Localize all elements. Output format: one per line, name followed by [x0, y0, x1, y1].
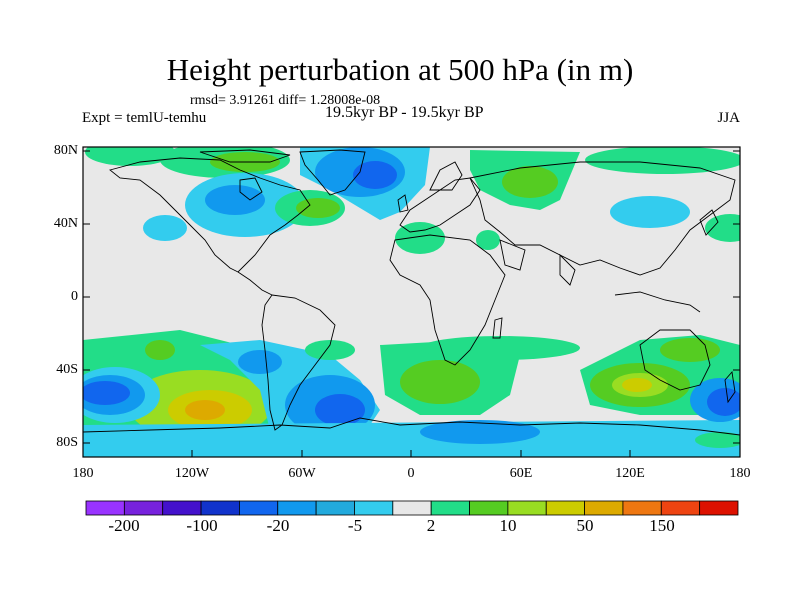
colorbar-swatch	[469, 500, 509, 516]
colorbar-label: 50	[576, 516, 594, 535]
colorbar-swatch	[430, 500, 470, 516]
coastlines	[83, 149, 740, 436]
colorbar-label: -20	[266, 516, 290, 535]
colorbar-swatch	[392, 500, 432, 516]
colorbar-swatch	[354, 500, 394, 516]
colorbar-label: -5	[347, 516, 363, 535]
axis-ticks	[83, 150, 740, 457]
colorbar-swatch	[315, 500, 355, 516]
colorbar-swatch	[699, 500, 739, 516]
lat-label-80n: 80N	[53, 143, 78, 158]
lon-label-60e: 60E	[509, 466, 533, 481]
colorbar-label: -200	[108, 516, 140, 535]
period-label: 19.5kyr BP - 19.5kyr BP	[325, 104, 484, 121]
lon-label-180w: 180	[72, 466, 94, 481]
lat-label-80s: 80S	[56, 435, 78, 450]
colorbar	[85, 500, 739, 516]
experiment-label: Expt = temlU-temhu	[82, 110, 207, 126]
colorbar-swatch	[162, 500, 202, 516]
lat-label-40n: 40N	[53, 216, 78, 231]
contour-field	[83, 147, 740, 457]
lon-label-120w: 120W	[174, 466, 210, 481]
lon-label-120e: 120E	[615, 466, 645, 481]
lon-label-0: 0	[407, 466, 415, 481]
map-title: Height perturbation at 500 hPa (in m)	[166, 52, 634, 87]
stats-text: rmsd= 3.91261 diff= 1.28008e-08	[190, 93, 381, 108]
colorbar-swatch	[123, 500, 164, 516]
colorbar-label: 2	[426, 516, 436, 535]
colorbar-swatch	[239, 500, 279, 516]
colorbar-label: 10	[499, 516, 517, 535]
colorbar-swatch	[660, 500, 701, 516]
colorbar-swatch	[545, 500, 585, 516]
lon-label-180e: 180	[729, 466, 751, 481]
colorbar-swatch	[277, 500, 317, 516]
season-label: JJA	[717, 110, 740, 126]
lat-label-0: 0	[71, 289, 78, 304]
colorbar-swatch	[200, 500, 240, 516]
colorbar-swatch	[622, 500, 662, 516]
lat-label-40s: 40S	[56, 362, 78, 377]
colorbar-swatch	[584, 500, 624, 516]
colorbar-label: -100	[186, 516, 218, 535]
colorbar-label: 150	[649, 516, 675, 535]
lon-label-60w: 60W	[288, 466, 316, 481]
colorbar-swatch	[85, 500, 125, 516]
colorbar-swatch	[507, 500, 547, 516]
